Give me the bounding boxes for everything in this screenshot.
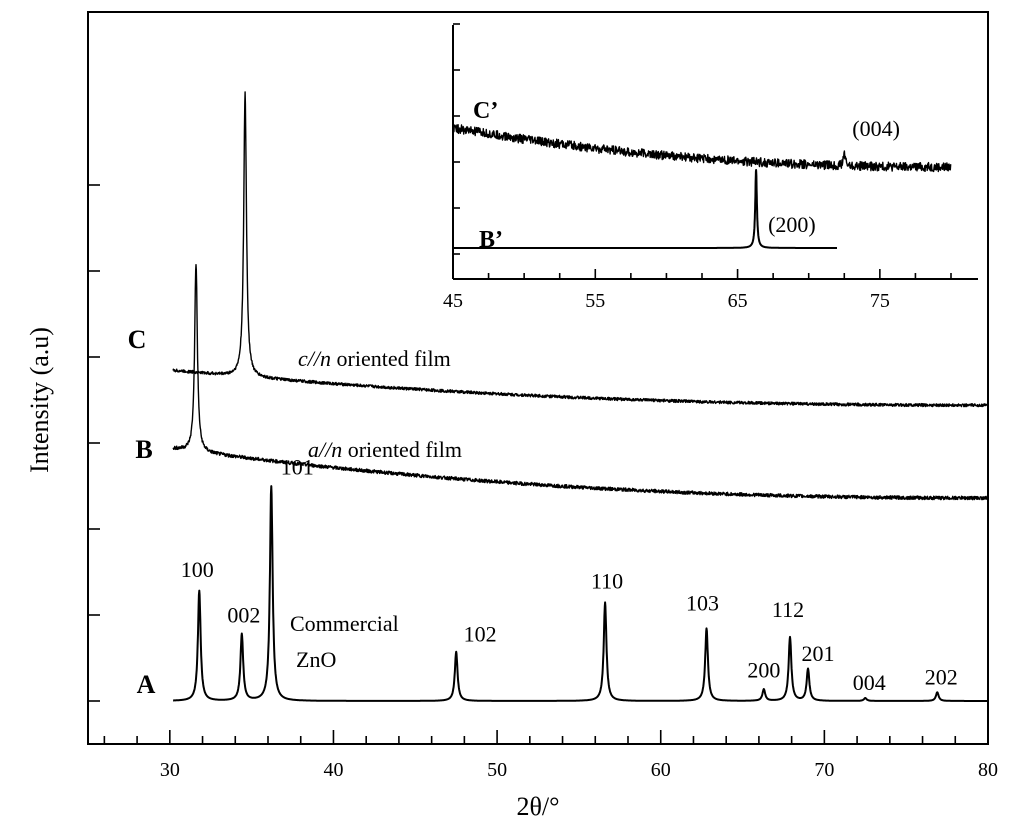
peak-label-101: 101	[281, 454, 314, 479]
peak-label-004: 004	[853, 670, 886, 695]
peak-label-201: 201	[802, 641, 835, 666]
inset-ticks: 45 55 65 75	[443, 23, 952, 312]
trace-A	[172, 485, 989, 702]
main-labels: A B Cc//n oriented film a//n oriented film C…	[128, 325, 958, 699]
x-tick-label: 50	[487, 759, 507, 781]
peak-label-100: 100	[181, 557, 214, 582]
peak-label-202: 202	[925, 664, 958, 689]
trace-B	[172, 264, 989, 501]
x-axis-ticks: 30 40 50 60 70 80	[103, 730, 998, 781]
inset-chart: 45 55 65 75 C’ B’ (004) (200)	[443, 23, 978, 312]
commercial-label: Commercial	[290, 611, 399, 636]
plot-frame	[87, 11, 989, 745]
inset-x-tick-label: 75	[870, 290, 890, 312]
peak-label-102: 102	[464, 622, 497, 647]
inset-x-tick-label: 55	[585, 290, 605, 312]
main-traces	[172, 91, 989, 702]
inset-labels: C’ B’ (004) (200)	[473, 98, 900, 253]
peak-label-103: 103	[686, 591, 719, 616]
inset-peak-label-004: (004)	[852, 116, 900, 141]
peak-label-200: 200	[747, 657, 780, 682]
inset-series-label-C: C’	[473, 98, 498, 124]
inset-x-tick-label: 45	[443, 290, 463, 312]
inset-peak-label-200: (200)	[768, 212, 816, 237]
inset-traces	[452, 124, 952, 249]
trace-C	[172, 91, 989, 408]
peak-label-112: 112	[772, 597, 804, 622]
film-label-a: a//n oriented film	[308, 437, 462, 462]
x-tick-label: 60	[651, 759, 671, 781]
x-tick-label: 40	[323, 759, 343, 781]
x-tick-label: 70	[814, 759, 834, 781]
series-label-B: B	[135, 435, 152, 464]
y-axis-ticks	[88, 184, 100, 702]
y-axis-label: Intensity (a.u)	[25, 327, 54, 473]
x-tick-label: 30	[160, 759, 180, 781]
x-tick-label: 80	[978, 759, 998, 781]
commercial-label: ZnO	[296, 647, 336, 672]
film-label-c: c//n oriented film	[298, 346, 451, 371]
peak-label-110: 110	[591, 568, 623, 593]
inset-x-tick-label: 65	[728, 290, 748, 312]
x-axis-label: 2θ/°	[516, 792, 559, 821]
inset-trace	[452, 169, 838, 249]
inset-series-label-B: B’	[479, 227, 503, 253]
peak-label-002: 002	[227, 602, 260, 627]
series-label-C: C	[128, 325, 147, 354]
inset-trace	[452, 124, 952, 173]
series-label-A: A	[137, 670, 156, 699]
